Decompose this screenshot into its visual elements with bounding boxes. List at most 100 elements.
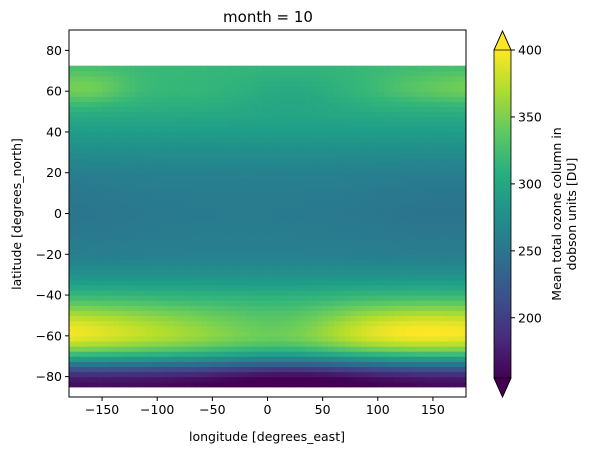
- heatmap-cell: [273, 96, 280, 102]
- heatmap-cell: [228, 381, 236, 388]
- heatmap-cell: [405, 356, 412, 362]
- heatmap-cell: [377, 381, 384, 388]
- heatmap-cell: [184, 96, 191, 102]
- heatmap-cell: [289, 203, 296, 210]
- heatmap-cell: [432, 75, 440, 82]
- heatmap-cell: [140, 351, 147, 357]
- heatmap-cell: [361, 279, 368, 286]
- heatmap-cell: [179, 147, 186, 153]
- heatmap-cell: [273, 126, 280, 133]
- heatmap-cell: [427, 188, 434, 194]
- heatmap-cell: [113, 295, 120, 301]
- heatmap-cell: [311, 376, 318, 383]
- heatmap-cell: [206, 351, 213, 357]
- heatmap-cell: [361, 203, 368, 210]
- heatmap-cell: [168, 188, 175, 194]
- heatmap-cell: [162, 305, 169, 311]
- heatmap-cell: [443, 249, 451, 255]
- heatmap-cell: [184, 182, 191, 189]
- heatmap-cell: [278, 131, 285, 138]
- heatmap-cell: [239, 305, 247, 311]
- heatmap-cell: [179, 106, 186, 113]
- heatmap-cell: [85, 193, 92, 199]
- heatmap-cell: [278, 310, 285, 317]
- heatmap-cell: [239, 177, 247, 184]
- heatmap-cell: [273, 101, 280, 108]
- heatmap-cell: [102, 162, 109, 169]
- heatmap-cell: [399, 137, 406, 143]
- heatmap-cell: [102, 65, 109, 72]
- heatmap-cell: [454, 340, 462, 347]
- heatmap-cell: [366, 254, 373, 260]
- heatmap-cell: [234, 91, 241, 97]
- heatmap-cell: [355, 152, 362, 159]
- heatmap-cell: [74, 305, 81, 311]
- heatmap-cell: [278, 340, 285, 347]
- heatmap-cell: [361, 137, 368, 143]
- heatmap-cell: [460, 65, 466, 72]
- heatmap-cell: [443, 346, 451, 352]
- heatmap-cell: [168, 249, 175, 255]
- heatmap-cell: [350, 147, 357, 153]
- heatmap-cell: [201, 208, 208, 215]
- heatmap-cell: [295, 116, 302, 123]
- heatmap-cell: [157, 376, 164, 383]
- heatmap-cell: [449, 162, 456, 169]
- heatmap-cell: [300, 65, 307, 72]
- heatmap-cell: [438, 259, 445, 266]
- heatmap-cell: [300, 121, 307, 128]
- heatmap-cell: [85, 147, 92, 153]
- heatmap-cell: [361, 371, 368, 378]
- heatmap-cell: [427, 381, 434, 388]
- heatmap-cell: [388, 300, 395, 306]
- heatmap-cell: [443, 330, 451, 337]
- heatmap-cell: [394, 121, 401, 128]
- heatmap-cell: [239, 254, 247, 260]
- heatmap-cell: [416, 244, 423, 250]
- heatmap-cell: [289, 335, 296, 342]
- heatmap-cell: [443, 193, 451, 199]
- heatmap-cell: [162, 335, 169, 342]
- heatmap-cell: [151, 381, 158, 388]
- heatmap-cell: [460, 218, 466, 225]
- heatmap-cell: [212, 366, 219, 373]
- heatmap-cell: [427, 65, 434, 72]
- heatmap-cell: [295, 111, 302, 118]
- heatmap-cell: [322, 335, 329, 342]
- heatmap-cell: [322, 65, 329, 72]
- heatmap-cell: [361, 111, 368, 118]
- heatmap-cell: [295, 376, 302, 383]
- heatmap-cell: [295, 310, 302, 317]
- heatmap-cell: [344, 346, 351, 352]
- heatmap-cell: [372, 157, 379, 164]
- heatmap-cell: [184, 177, 191, 184]
- heatmap-cell: [228, 346, 236, 352]
- heatmap-cell: [317, 361, 324, 368]
- heatmap-cell: [377, 269, 384, 276]
- heatmap-cell: [273, 177, 280, 184]
- heatmap-cell: [96, 198, 103, 204]
- heatmap-cell: [394, 70, 401, 77]
- heatmap-cell: [206, 325, 213, 332]
- heatmap-cell: [91, 228, 98, 235]
- heatmap-cell: [361, 65, 368, 72]
- heatmap-cell: [405, 70, 412, 77]
- heatmap-cell: [201, 356, 208, 362]
- heatmap-cell: [432, 213, 440, 220]
- heatmap-cell: [377, 101, 384, 108]
- heatmap-cell: [355, 106, 362, 113]
- heatmap-cell: [306, 340, 313, 347]
- heatmap-cell: [96, 218, 103, 225]
- heatmap-cell: [306, 91, 313, 97]
- heatmap-cell: [91, 213, 98, 220]
- heatmap-cell: [179, 351, 186, 357]
- heatmap-cell: [250, 152, 258, 159]
- heatmap-cell: [432, 284, 440, 291]
- heatmap-cell: [322, 157, 329, 164]
- heatmap-cell: [377, 289, 384, 296]
- heatmap-cell: [443, 91, 451, 97]
- heatmap-cell: [383, 157, 390, 164]
- heatmap-cell: [405, 91, 412, 97]
- heatmap-cell: [146, 371, 153, 378]
- heatmap-cell: [449, 300, 456, 306]
